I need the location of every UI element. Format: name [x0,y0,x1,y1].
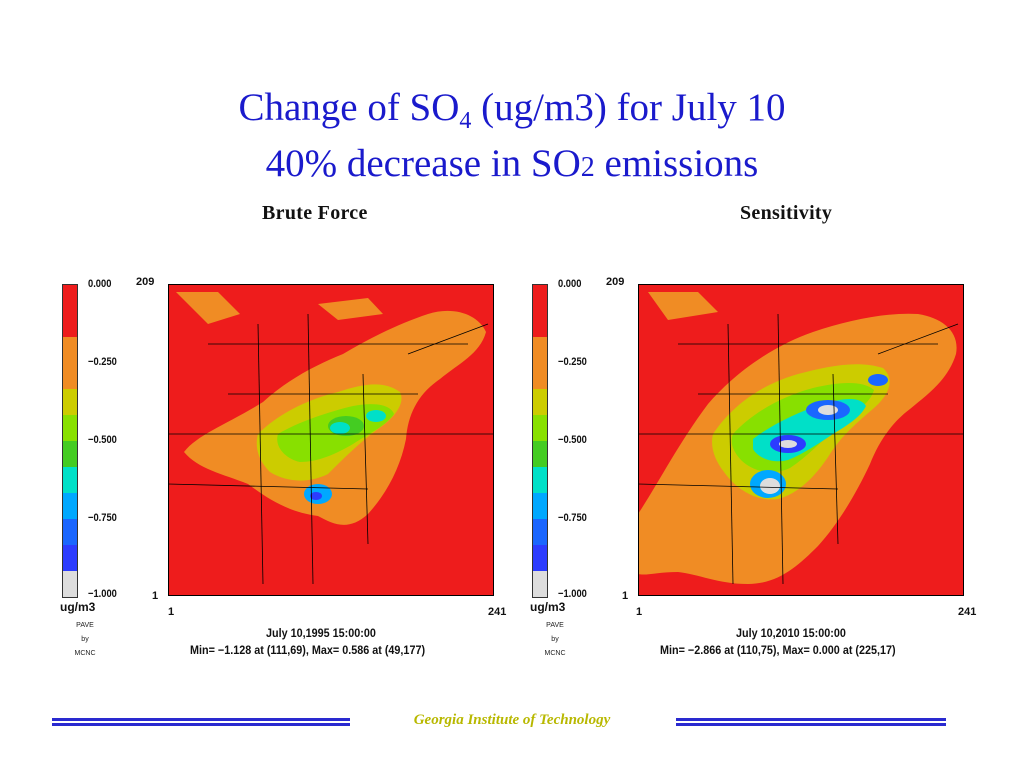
slide-title-line1: Change of SO4 (ug/m3) for July 10 [238,86,786,134]
credit-line: PAVE [546,622,564,629]
legend-color-swatch [533,441,547,467]
credit-line: by [551,636,559,643]
legend-tick: −0.500 [88,434,117,446]
credit-line: MCNC [74,650,96,657]
map-date: July 10,1995 15:00:00 [266,626,376,640]
legend-tick: −1.000 [88,588,117,600]
footer-institution: Georgia Institute of Technology [413,712,611,728]
legend-color-swatch [533,337,547,363]
panel-title-sensitivity: Sensitivity [740,202,833,224]
x-min-label: 1 [636,606,643,618]
so4-change-map [638,284,964,596]
legend-color-swatch [533,311,547,337]
legend-color-swatch [63,415,77,441]
map-stats: Min= −1.128 at (111,69), Max= 0.586 at (… [190,643,426,657]
legend-color-swatch [63,467,77,493]
legend-tick: −0.750 [88,512,117,524]
legend-color-swatch [533,363,547,389]
legend-tick: −0.250 [88,356,117,368]
credit-line: MCNC [544,650,566,657]
legend-color-swatch [533,545,547,571]
legend-color-swatch [63,311,77,337]
legend-tick: 0.000 [88,278,112,290]
legend-color-swatch [63,389,77,415]
panel-title-brute-force: Brute Force [262,202,368,224]
heatmap-panel-brute-force: 0.000 −0.250 −0.500 −0.750 −1.000 ug/m3 … [60,270,522,670]
legend-color-swatch [63,363,77,389]
map-stats: Min= −2.866 at (110,75), Max= 0.000 at (… [660,643,896,657]
legend-color-swatch [63,285,77,311]
so4-change-map [168,284,494,596]
credit-line: by [81,636,89,643]
legend-color-swatch [63,337,77,363]
footer-rule-left [52,718,350,728]
legend-color-swatch [533,493,547,519]
legend-color-swatch [63,519,77,545]
y-min-label: 1 [622,590,629,602]
legend-color-swatch [533,571,547,597]
legend-color-swatch [533,467,547,493]
legend-tick: −0.750 [558,512,587,524]
heatmap-panel-sensitivity: 0.000 −0.250 −0.500 −0.750 −1.000 ug/m3 … [530,270,992,670]
x-min-label: 1 [168,606,175,618]
x-max-label: 241 [488,606,507,618]
x-max-label: 241 [958,606,977,618]
legend-tick: −0.250 [558,356,587,368]
legend-color-swatch [533,519,547,545]
slide-title-line2: 40% decrease in SO2 emissions [265,142,759,185]
legend-color-swatch [63,571,77,597]
credit-line: PAVE [76,622,94,629]
legend-color-swatch [63,545,77,571]
color-legend-bar [532,284,548,598]
footer-rule-right [676,718,946,728]
legend-unit: ug/m3 [60,600,96,614]
legend-tick: 0.000 [558,278,582,290]
legend-tick: −1.000 [558,588,587,600]
legend-color-swatch [533,389,547,415]
legend-color-swatch [63,493,77,519]
y-max-label: 209 [136,276,155,288]
y-min-label: 1 [152,590,159,602]
legend-color-swatch [533,285,547,311]
legend-color-swatch [533,415,547,441]
legend-tick: −0.500 [558,434,587,446]
legend-unit: ug/m3 [530,600,566,614]
legend-color-swatch [63,441,77,467]
y-max-label: 209 [606,276,625,288]
map-date: July 10,2010 15:00:00 [736,626,846,640]
color-legend-bar [62,284,78,598]
